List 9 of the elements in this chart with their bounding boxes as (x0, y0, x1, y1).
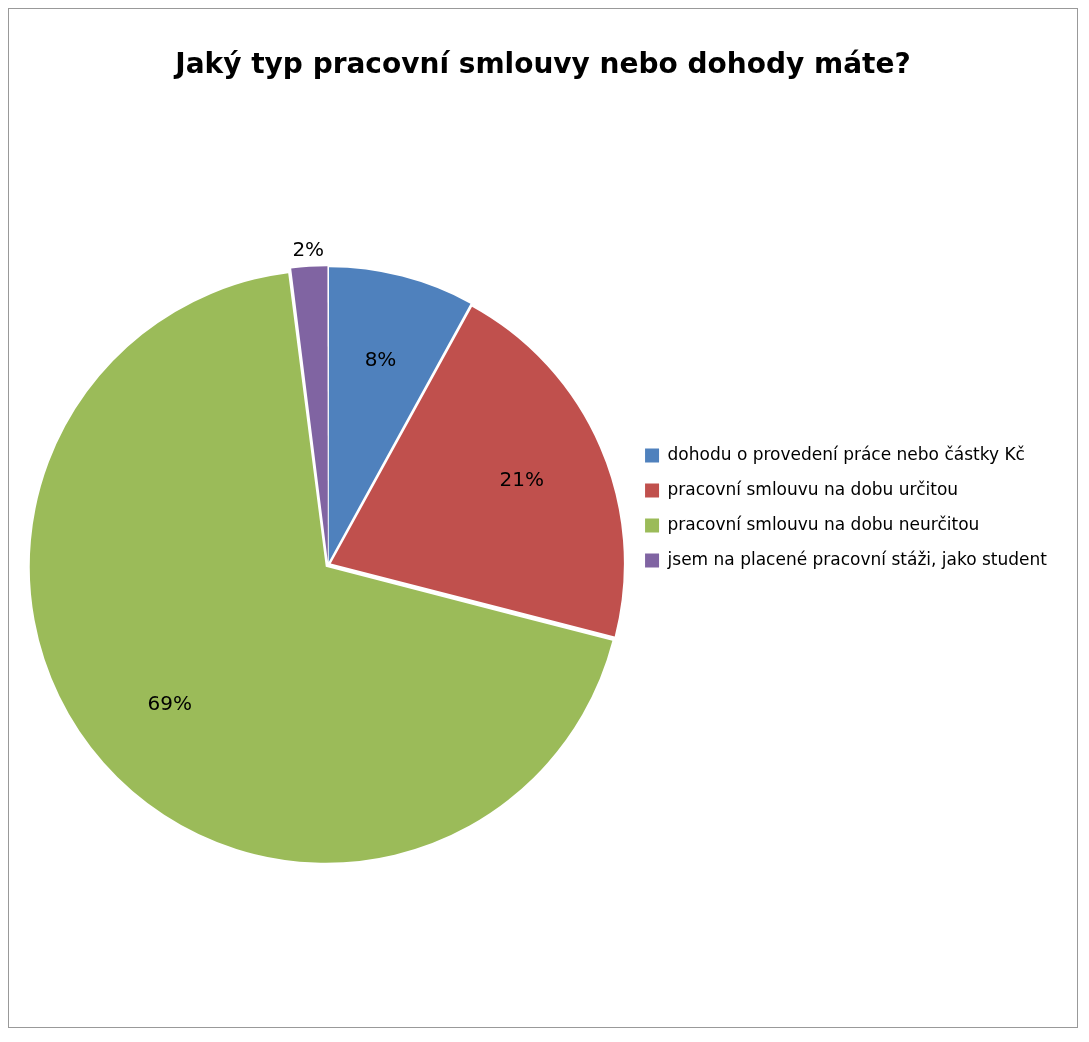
legend-label: dohodu o provedení práce nebo částky Kč (667, 443, 1025, 464)
data-label: 8% (364, 346, 397, 371)
legend-label: jsem na placené pracovní stáži, jako student (666, 548, 1048, 569)
chart-title: Jaký typ pracovní smlouvy nebo dohody máte? (173, 47, 911, 81)
data-label: 21% (499, 467, 544, 492)
data-label: 2% (292, 236, 325, 261)
legend-label: pracovní smlouvu na dobu neurčitou (667, 513, 980, 534)
data-label: 69% (147, 690, 192, 715)
legend-label: pracovní smlouvu na dobu určitou (667, 478, 959, 499)
